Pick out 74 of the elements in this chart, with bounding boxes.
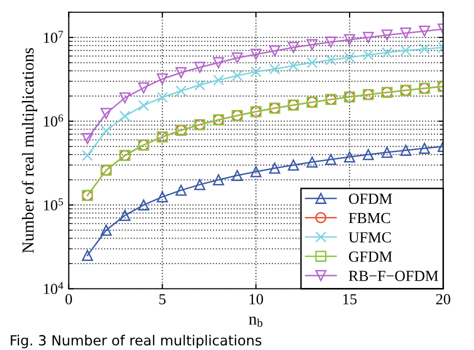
point [269,162,280,174]
y-tick-label: 10$^{4}$ [44,282,64,294]
point [344,52,356,63]
point [269,45,280,57]
point [325,36,336,48]
point [400,44,412,56]
point [306,57,318,68]
point [194,80,206,91]
point [362,32,374,44]
x-tick-label: 20 [436,294,450,304]
point [325,154,336,165]
point [418,26,430,37]
point [400,27,412,39]
y-tick-label: 10$^{7}$ [44,30,64,43]
point [212,174,224,186]
x-axis-title: n$_{b}$ [248,316,262,327]
point [119,92,130,104]
y-axis-title: Number of real multiplications [22,48,38,254]
point [212,57,224,68]
point [176,184,187,196]
point [269,63,280,75]
point [156,191,168,202]
point [100,108,112,119]
point [381,146,393,158]
point [82,150,94,162]
point [232,52,243,64]
point [138,199,150,211]
point [250,66,262,78]
legend-label: UFMC [348,232,391,242]
y-tick-label: 10$^{5}$ [44,198,63,210]
x-tick-label: 10 [250,294,264,304]
point [100,125,112,136]
point [325,54,336,66]
legend-label: FBMC [348,212,390,224]
point [138,82,150,94]
point [306,156,318,168]
point [100,224,112,236]
legend-label: OFDM [348,194,392,204]
y-tick-label: 10$^{6}$ [44,114,64,127]
point [212,74,224,86]
point [138,100,150,112]
point [362,149,374,160]
point [232,170,243,182]
caption: Fig. 3 Number of real multiplications [10,334,262,348]
point [400,144,412,156]
point [288,159,299,171]
x-tick-label: 15 [343,294,357,304]
point [82,133,94,144]
point [156,73,168,84]
point [194,179,206,190]
point [176,67,187,78]
point [82,250,94,261]
point [250,48,262,60]
point [344,34,356,46]
point [250,166,262,178]
point [176,85,187,96]
x-tick-label: 5 [159,294,166,304]
point [288,60,299,72]
point [381,29,393,41]
x-tick-label: 0 [65,294,72,304]
point [232,70,243,82]
point [418,142,430,154]
legend-label: GFDM [348,252,392,262]
point [156,92,168,103]
point [288,42,299,54]
point [306,39,318,50]
point [119,210,130,222]
point [344,151,356,162]
point [418,43,430,54]
point [362,49,374,60]
legend-label: RB−F−OFDM [348,270,438,282]
point [381,47,393,58]
point [194,62,206,73]
point [119,110,130,122]
